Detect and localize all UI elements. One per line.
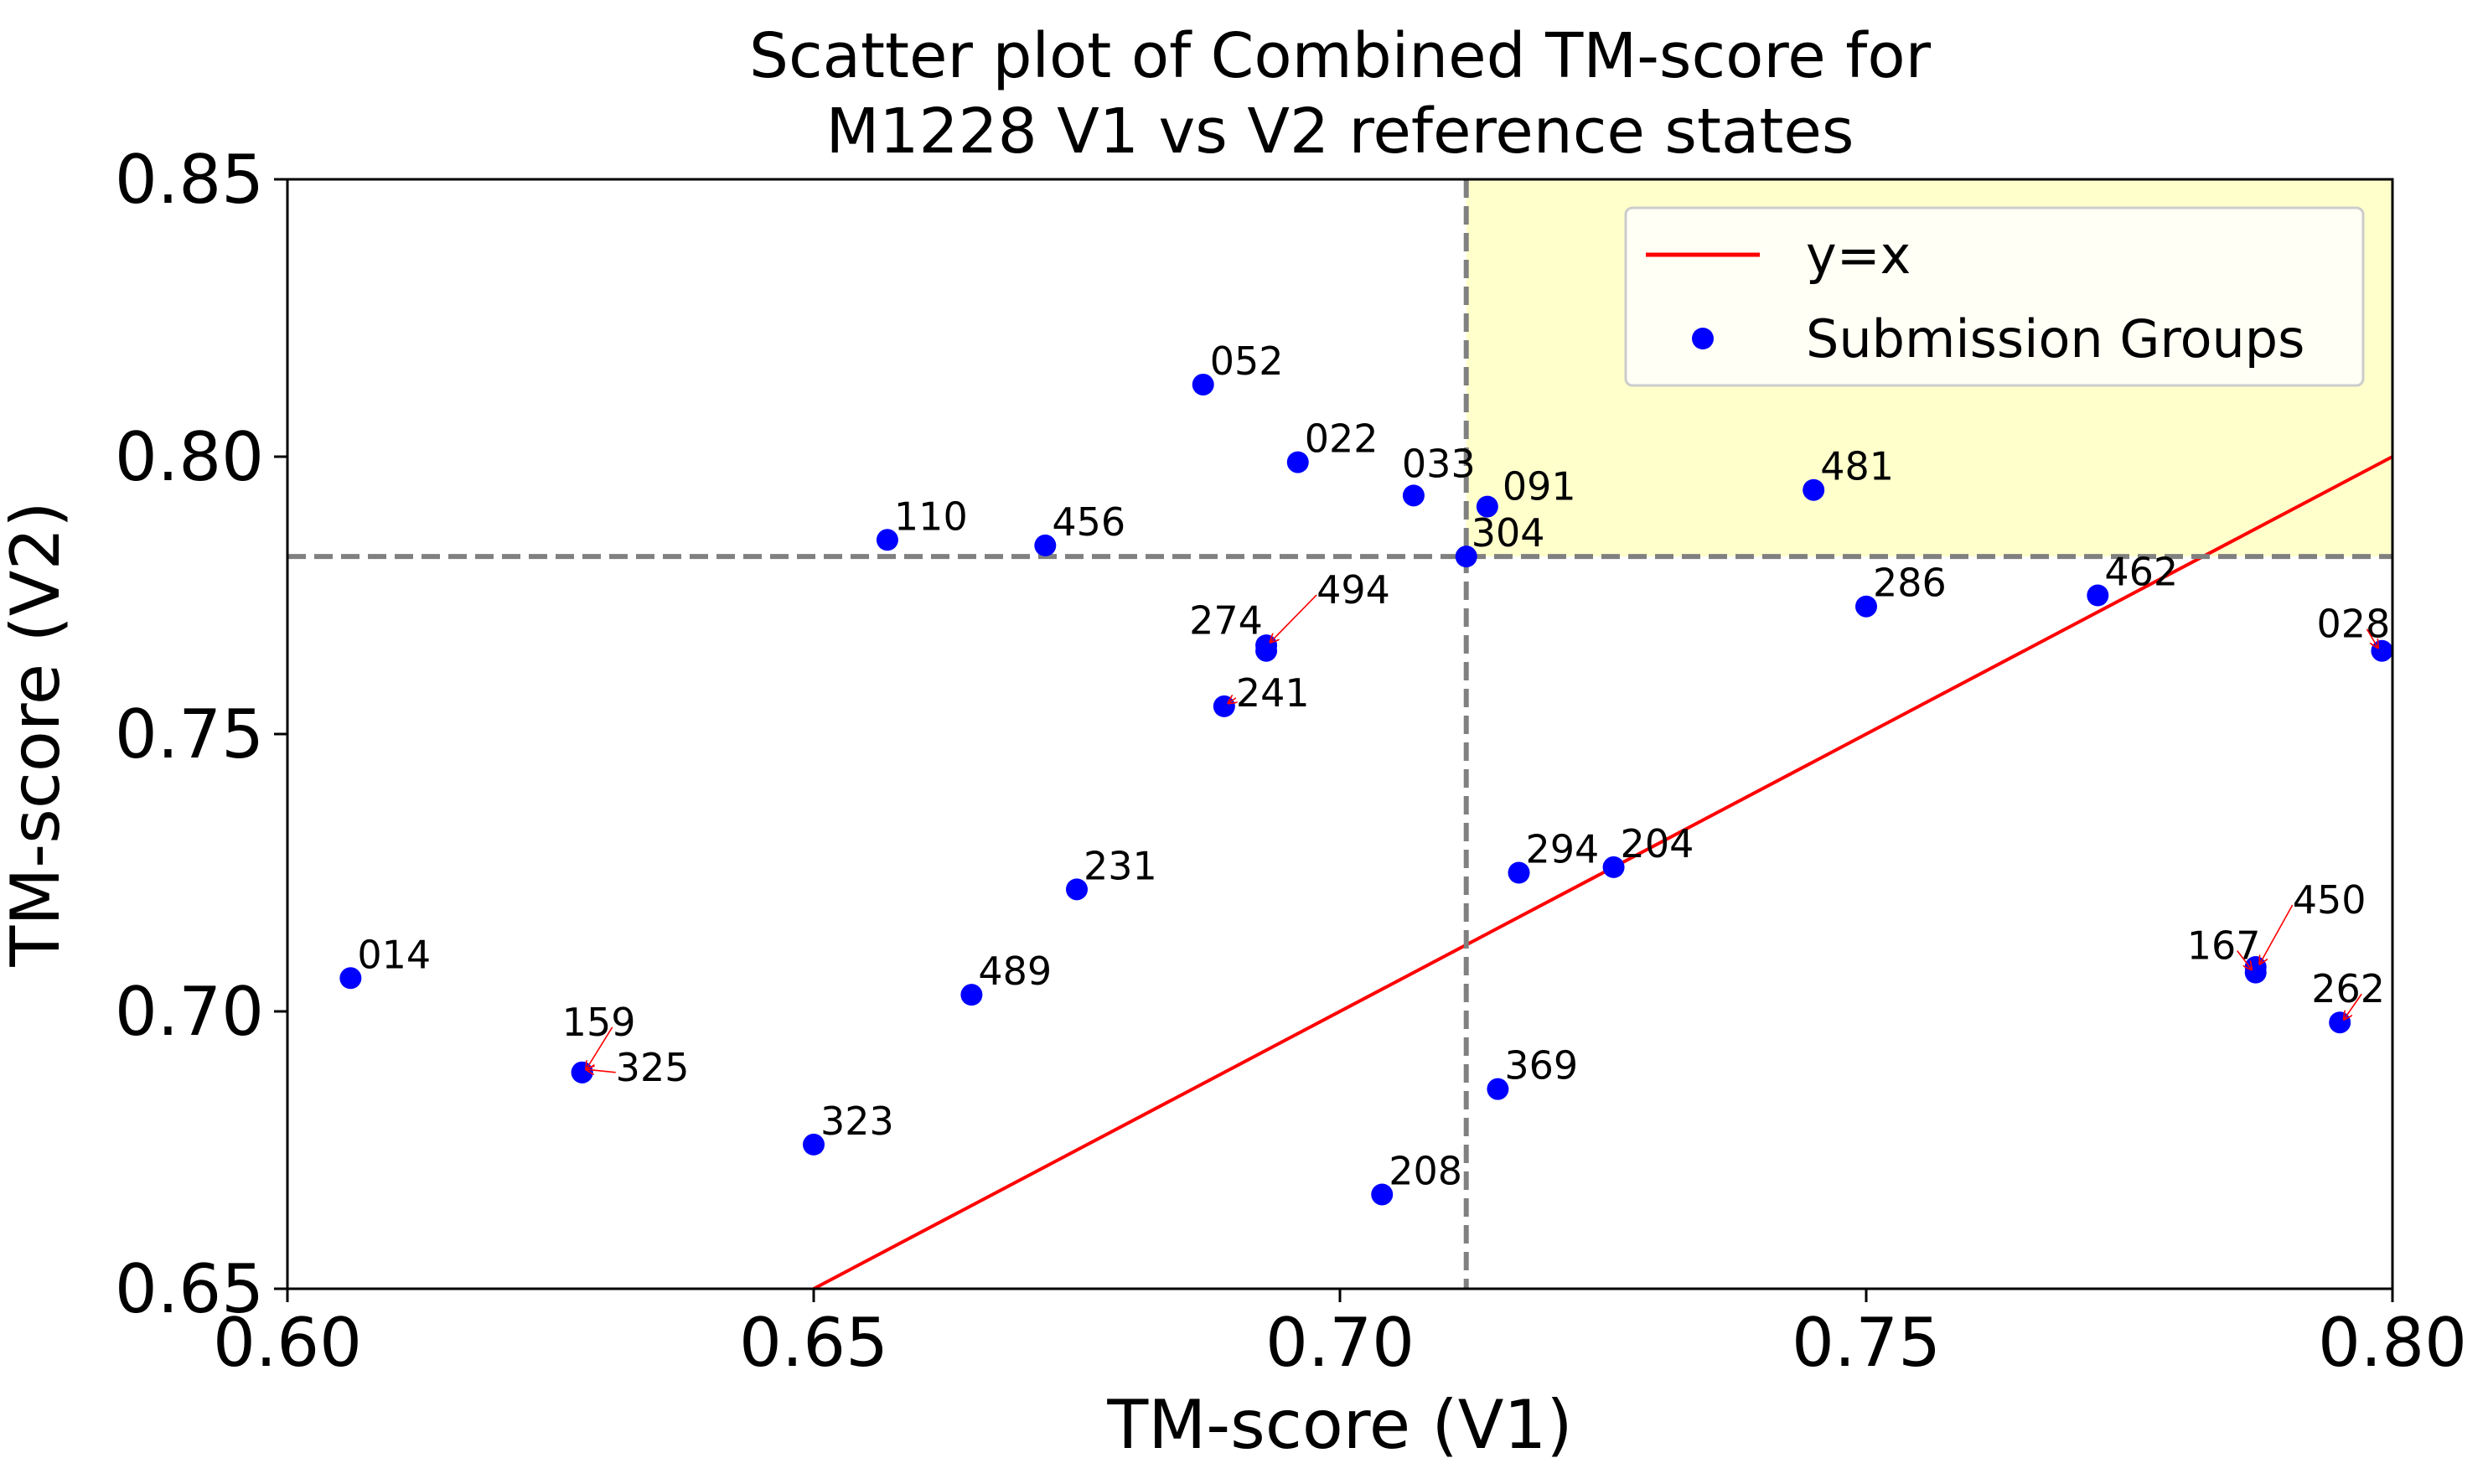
point-label-014: 014 — [357, 932, 431, 977]
data-point-033 — [1402, 484, 1425, 507]
annotation-arrow-167 — [2237, 950, 2252, 970]
annotation-arrow-159 — [586, 1026, 613, 1069]
annotation-arrow-450 — [2260, 904, 2294, 964]
point-label-231: 231 — [1084, 843, 1157, 888]
point-label-028: 028 — [2316, 602, 2390, 647]
point-label-052: 052 — [1210, 339, 1284, 384]
legend-entry-label: y=x — [1806, 225, 1911, 286]
x-axis-label: TM-score (V1) — [1106, 1386, 1572, 1464]
annotation-arrow-262 — [2344, 993, 2362, 1019]
point-label-294: 294 — [1526, 827, 1600, 872]
point-label-159: 159 — [562, 1000, 636, 1045]
annotation-arrow-241 — [1228, 698, 1236, 703]
point-label-481: 481 — [1820, 444, 1894, 489]
annotation-arrow-028 — [2366, 628, 2377, 648]
data-point-091 — [1476, 495, 1498, 518]
data-point-241 — [1213, 695, 1235, 717]
point-label-304: 304 — [1472, 510, 1545, 556]
annotation-arrow-494 — [1270, 594, 1317, 642]
point-label-167: 167 — [2187, 923, 2261, 969]
point-label-489: 489 — [978, 949, 1052, 994]
data-point-022 — [1286, 451, 1309, 473]
legend-entry-label: Submission Groups — [1806, 308, 2304, 370]
point-label-323: 323 — [820, 1099, 894, 1144]
data-point-489 — [960, 984, 983, 1006]
point-label-456: 456 — [1052, 499, 1125, 545]
legend-box — [1624, 206, 2365, 387]
data-point-462 — [2087, 584, 2109, 607]
data-point-286 — [1855, 595, 1877, 618]
point-label-369: 369 — [1504, 1043, 1578, 1088]
y-tick-label: 0.65 — [115, 1250, 264, 1328]
point-label-494: 494 — [1316, 567, 1390, 613]
point-label-208: 208 — [1389, 1148, 1462, 1193]
data-point-208 — [1371, 1183, 1394, 1206]
point-label-274: 274 — [1189, 598, 1263, 644]
data-point-304 — [1455, 546, 1477, 568]
y-tick-label: 0.70 — [115, 973, 264, 1051]
point-label-262: 262 — [2311, 966, 2385, 1011]
point-label-286: 286 — [1873, 561, 1947, 606]
data-point-052 — [1192, 373, 1214, 396]
point-label-033: 033 — [1402, 441, 1476, 486]
x-tick-label: 0.80 — [2318, 1304, 2467, 1382]
point-label-022: 022 — [1305, 416, 1378, 462]
point-label-325: 325 — [616, 1045, 690, 1090]
identity-line — [813, 455, 2393, 1290]
data-point-204 — [1602, 856, 1625, 878]
data-point-014 — [339, 967, 362, 990]
data-point-110 — [876, 529, 898, 551]
point-label-204: 204 — [1621, 821, 1694, 866]
point-label-462: 462 — [2104, 550, 2178, 595]
x-tick-label: 0.70 — [1265, 1304, 1415, 1382]
data-point-456 — [1034, 534, 1057, 556]
x-tick-label: 0.60 — [213, 1304, 362, 1382]
annotation-arrow-325 — [586, 1069, 616, 1073]
x-tick-label: 0.65 — [739, 1304, 888, 1382]
data-point-231 — [1066, 878, 1088, 901]
data-point-323 — [803, 1133, 825, 1156]
y-tick-label: 0.75 — [115, 695, 264, 773]
x-tick-label: 0.75 — [1792, 1304, 1941, 1382]
point-label-091: 091 — [1503, 464, 1576, 509]
y-tick-label: 0.85 — [115, 141, 264, 219]
chart-title-line-2: M1228 V1 vs V2 reference states — [826, 96, 1854, 168]
y-tick-label: 0.80 — [115, 418, 264, 496]
data-point-481 — [1803, 478, 1825, 501]
data-point-369 — [1487, 1078, 1509, 1100]
point-label-241: 241 — [1236, 670, 1310, 716]
chart-title-line-1: Scatter plot of Combined TM-score for — [749, 20, 1932, 92]
legend-dot-swatch — [1692, 328, 1714, 349]
data-point-274 — [1255, 639, 1278, 662]
data-point-294 — [1508, 861, 1530, 884]
point-label-110: 110 — [894, 494, 968, 539]
point-label-450: 450 — [2293, 877, 2366, 923]
y-axis-label: TM-score (V2) — [0, 501, 75, 967]
